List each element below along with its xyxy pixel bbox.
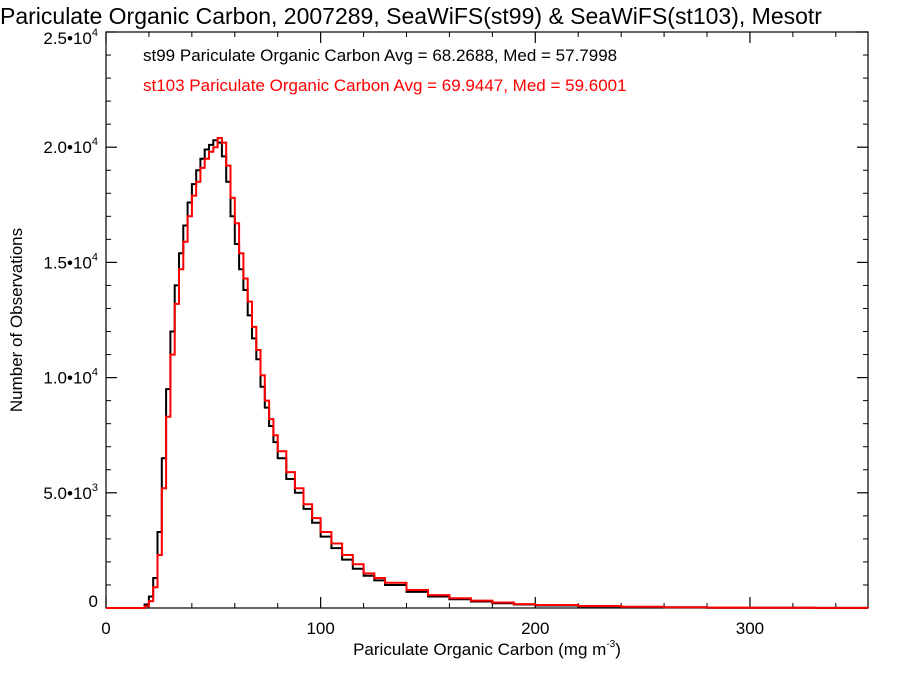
x-axis: 0 100 200 300	[101, 32, 837, 638]
x-tick-label: 300	[736, 619, 764, 638]
annotation-st103: st103 Pariculate Organic Carbon Avg = 69…	[143, 76, 627, 95]
y-axis: 0 5.0•103 1.0•104 1.5•104 2.0•104 2.5•104	[43, 27, 868, 611]
y-tick-label: 2.0•104	[43, 136, 98, 157]
series-1-line	[106, 137, 869, 609]
y-tick-label: 1.5•104	[43, 251, 98, 272]
series-layer	[106, 137, 869, 609]
x-tick-label: 0	[101, 619, 110, 638]
chart-title: Pariculate Organic Carbon, 2007289, SeaW…	[0, 3, 822, 29]
y-tick-label: 5.0•103	[43, 482, 98, 503]
y-tick-label: 1.0•104	[43, 367, 98, 388]
x-axis-label-sup: -3	[606, 639, 615, 650]
x-axis-label: Pariculate Organic Carbon (mg m-3)	[353, 639, 621, 659]
y-axis-label: Number of Observations	[7, 228, 26, 412]
annotation-st99: st99 Pariculate Organic Carbon Avg = 68.…	[143, 46, 617, 65]
y-tick-label: 0	[89, 592, 98, 611]
plot-frame	[105, 31, 869, 609]
y-tick-label: 2.5•104	[43, 27, 98, 48]
x-tick-label: 200	[521, 619, 549, 638]
x-tick-label: 100	[306, 619, 334, 638]
x-axis-label-close: )	[615, 640, 621, 659]
x-axis-label-main: Pariculate Organic Carbon (mg m	[353, 640, 606, 659]
